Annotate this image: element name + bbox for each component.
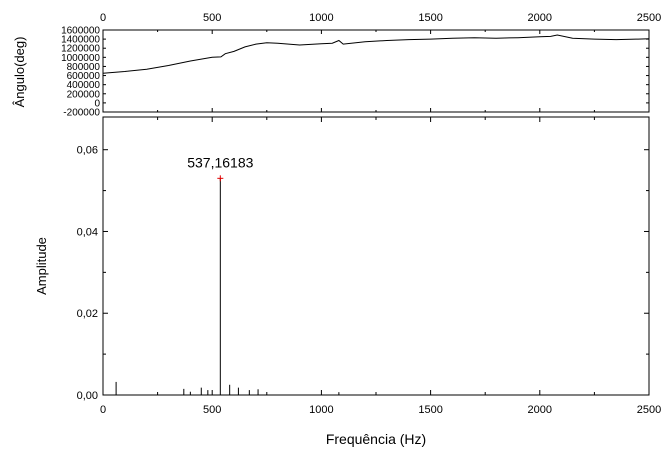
amplitude-x-tick-label: 500 (203, 404, 221, 416)
x-axis-label: Frequência (Hz) (326, 431, 426, 447)
amplitude-y-axis: 0,00 0,02 0,04 0,06 (77, 145, 649, 402)
phase-x-tick-label: 2000 (528, 12, 552, 24)
phase-y-tick-label: 1200000 (61, 44, 100, 55)
amplitude-x-tick-label: 1500 (418, 404, 442, 416)
amplitude-y-axis-label: Amplitude (34, 237, 49, 295)
phase-y-axis: -200000020000040000060000080000010000001… (61, 26, 649, 119)
phase-y-tick-label: 1600000 (61, 26, 100, 37)
phase-y-axis-label: Ângulo(deg) (12, 37, 27, 108)
amplitude-y-tick-label: 0,02 (77, 308, 98, 320)
phase-x-tick-label: 500 (203, 12, 221, 24)
phase-y-tick-label: 1000000 (61, 53, 100, 64)
amplitude-x-tick-label: 0 (100, 404, 106, 416)
amplitude-y-tick-label: 0,04 (77, 226, 98, 238)
phase-y-tick-label: 1400000 (61, 35, 100, 46)
amplitude-y-tick-label: 0,00 (77, 390, 98, 402)
phase-y-tick-label: -200000 (63, 108, 100, 119)
phase-y-tick-label: 600000 (67, 71, 101, 82)
phase-x-tick-label: 1000 (309, 12, 333, 24)
phase-y-tick-label: 200000 (67, 89, 101, 100)
phase-series-line (102, 34, 650, 74)
peak-annotation-group: 537,16183 (187, 154, 254, 182)
phase-x-tick-label: 2500 (637, 12, 661, 24)
phase-plot-frame (102, 29, 650, 113)
phase-x-tick-label: 0 (100, 12, 106, 24)
amplitude-y-tick-label: 0,06 (77, 145, 98, 157)
phase-y-tick-label: 400000 (67, 80, 101, 91)
phase-panel: 0 500 1000 1500 2000 2500 -200000020000040000… (12, 12, 661, 119)
peak-annotation-label: 537,16183 (187, 154, 253, 170)
amplitude-plot-frame (102, 116, 650, 396)
phase-x-tick-label: 1500 (418, 12, 442, 24)
phase-y-tick-label: 800000 (67, 62, 101, 73)
amplitude-x-tick-label: 2000 (528, 404, 552, 416)
amplitude-bars (115, 178, 340, 395)
amplitude-x-tick-label: 1000 (309, 404, 333, 416)
amplitude-panel: 0 500 1000 1500 2000 2500 0,00 0,02 0,04 0,06 53… (34, 116, 661, 447)
amplitude-x-tick-label: 2500 (637, 404, 661, 416)
amplitude-x-axis: 0 500 1000 1500 2000 2500 (100, 117, 661, 416)
phase-y-tick-label: 0 (94, 98, 100, 109)
phase-x-axis: 0 500 1000 1500 2000 2500 (100, 12, 661, 112)
